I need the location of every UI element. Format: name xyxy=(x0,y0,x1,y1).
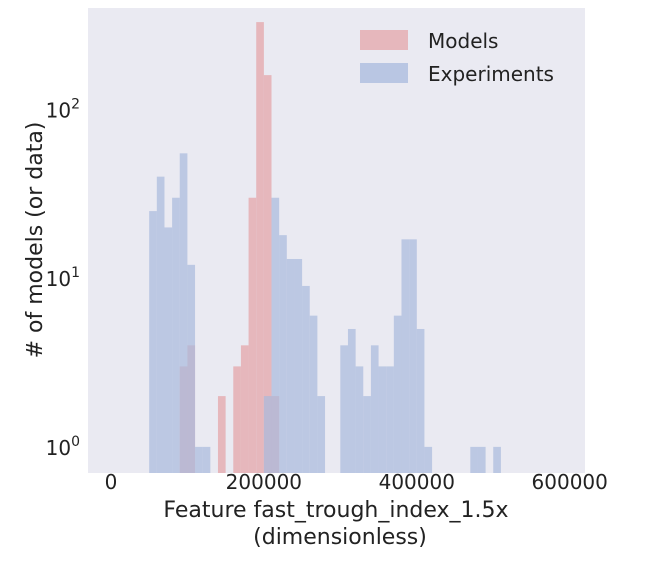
bar-experiments-11 xyxy=(286,258,295,473)
bar-experiments-29 xyxy=(477,446,486,473)
bar-experiments-5 xyxy=(187,264,196,473)
bar-experiments-30 xyxy=(493,446,501,473)
bar-experiments-28 xyxy=(470,446,478,473)
bar-experiments-22 xyxy=(386,366,394,473)
y-axis-label: # of models (or data) xyxy=(23,122,48,359)
bar-experiments-26 xyxy=(416,328,425,473)
bar-experiments-3 xyxy=(172,197,180,474)
bar-experiments-18 xyxy=(355,366,364,473)
legend-swatch-models xyxy=(360,30,408,50)
bar-experiments-1 xyxy=(156,176,165,473)
bar-experiments-16 xyxy=(340,345,348,473)
legend-swatch-experiments xyxy=(360,63,408,83)
bar-experiments-0 xyxy=(149,211,157,473)
bar-experiments-23 xyxy=(393,315,402,473)
bar-experiments-19 xyxy=(363,396,371,473)
bar-experiments-25 xyxy=(409,239,417,473)
x-axis-label-line1: Feature fast_trough_index_1.5x xyxy=(163,498,508,523)
x-tick-label: 600000 xyxy=(532,470,608,494)
bar-experiments-17 xyxy=(347,328,356,473)
bar-experiments-2 xyxy=(164,227,173,473)
bar-experiments-27 xyxy=(424,446,433,473)
y-tick-label: 100 xyxy=(46,434,80,460)
bar-experiments-24 xyxy=(401,239,410,473)
bar-experiments-13 xyxy=(302,285,310,473)
bar-experiments-12 xyxy=(294,258,303,473)
y-tick-label: 102 xyxy=(46,97,80,123)
bar-experiments-9 xyxy=(271,197,280,474)
bar-experiments-4 xyxy=(179,153,188,473)
x-axis-label-line2: (dimensionless) xyxy=(253,525,427,550)
bar-experiments-15 xyxy=(317,396,326,473)
x-tick-labels: 0 200000 400000 600000 xyxy=(105,470,608,494)
x-tick-label: 200000 xyxy=(226,470,302,494)
bar-experiments-14 xyxy=(309,315,318,473)
bar-models-6 xyxy=(256,22,264,474)
legend-label-experiments: Experiments xyxy=(428,62,554,86)
y-tick-labels: 100 101 102 xyxy=(46,97,80,460)
histogram-bars xyxy=(149,22,501,474)
bar-models-2 xyxy=(217,396,226,473)
bar-experiments-7 xyxy=(202,446,211,473)
bar-models-4 xyxy=(240,345,249,473)
series-experiments xyxy=(149,153,501,474)
bar-models-3 xyxy=(233,366,241,473)
legend-label-models: Models xyxy=(428,29,498,53)
bar-experiments-8 xyxy=(263,396,272,473)
bar-experiments-6 xyxy=(195,446,203,473)
bar-experiments-20 xyxy=(370,345,379,473)
y-tick-label: 101 xyxy=(46,265,80,291)
x-tick-label: 0 xyxy=(105,470,118,494)
legend: Models Experiments xyxy=(352,22,570,94)
bar-experiments-10 xyxy=(279,235,287,473)
bar-models-7 xyxy=(263,75,272,474)
x-tick-label: 400000 xyxy=(379,470,455,494)
bar-models-5 xyxy=(248,197,257,474)
bar-experiments-21 xyxy=(378,366,387,473)
